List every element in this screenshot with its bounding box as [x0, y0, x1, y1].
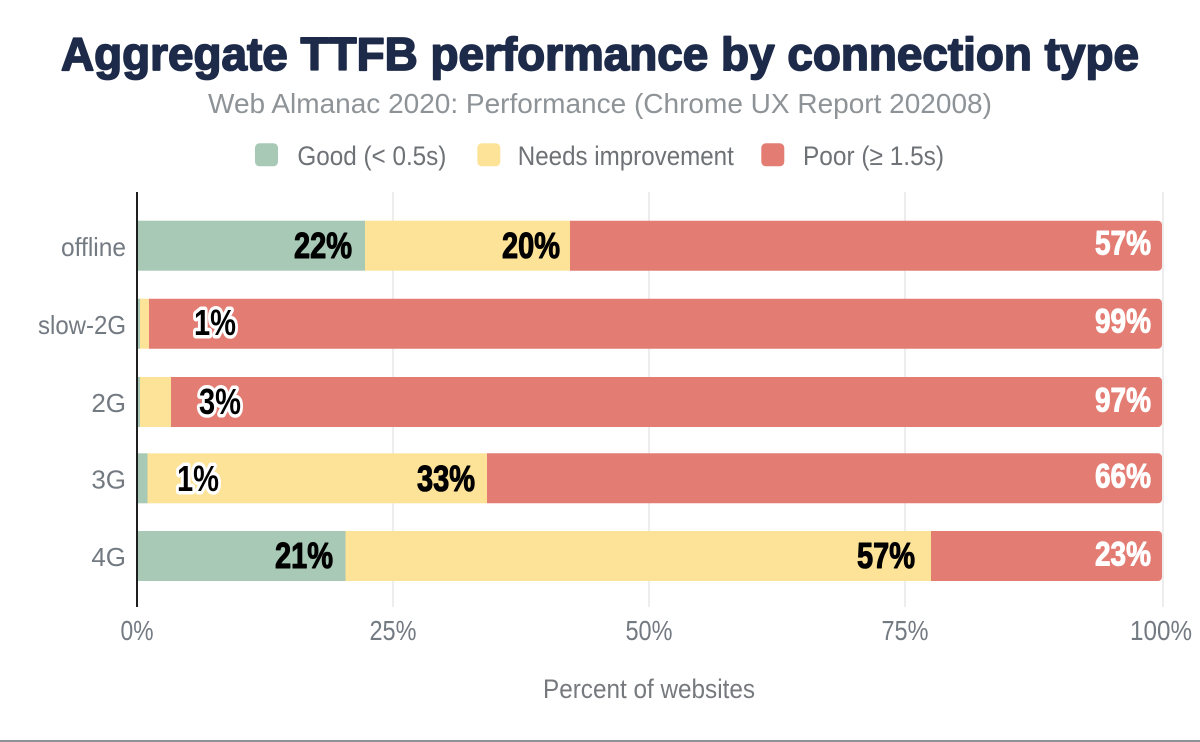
svg-text:offline: offline [61, 232, 126, 262]
svg-text:1%: 1% [177, 458, 219, 499]
svg-text:22%: 22% [294, 225, 352, 266]
svg-text:97%: 97% [1095, 382, 1151, 420]
svg-text:25%: 25% [370, 615, 417, 646]
svg-text:1%: 1% [194, 302, 236, 343]
svg-text:Poor (≥ 1.5s): Poor (≥ 1.5s) [803, 141, 944, 171]
svg-text:Needs improvement: Needs improvement [518, 141, 734, 171]
svg-text:3%: 3% [199, 381, 241, 422]
svg-text:57%: 57% [857, 535, 915, 576]
svg-text:Aggregate TTFB performance by: Aggregate TTFB performance by connection… [61, 28, 1139, 80]
svg-text:Good (< 0.5s): Good (< 0.5s) [297, 141, 446, 171]
svg-text:50%: 50% [626, 615, 673, 646]
svg-text:2G: 2G [91, 388, 126, 418]
svg-text:21%: 21% [275, 535, 333, 576]
svg-text:0%: 0% [121, 615, 154, 646]
svg-text:75%: 75% [882, 615, 929, 646]
svg-text:57%: 57% [1095, 225, 1151, 263]
svg-text:100%: 100% [1130, 615, 1192, 646]
svg-text:20%: 20% [502, 225, 560, 266]
svg-text:slow-2G: slow-2G [38, 310, 126, 340]
svg-text:Percent of websites: Percent of websites [543, 674, 755, 704]
svg-text:99%: 99% [1095, 303, 1151, 341]
svg-text:3G: 3G [91, 464, 126, 494]
svg-text:33%: 33% [417, 458, 475, 499]
svg-text:23%: 23% [1095, 536, 1151, 574]
svg-text:4G: 4G [91, 542, 126, 572]
svg-text:66%: 66% [1095, 458, 1151, 496]
svg-text:Web Almanac 2020: Performance: Web Almanac 2020: Performance (Chrome UX… [208, 88, 992, 119]
